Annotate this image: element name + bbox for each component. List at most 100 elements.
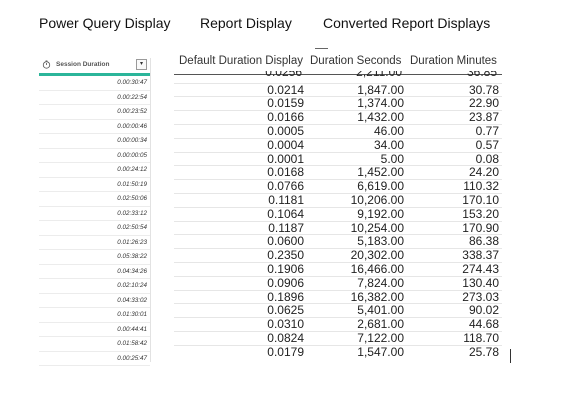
table-row: 0.00:00:05 — [39, 149, 150, 163]
cell-duration-minutes: 44.68 — [468, 317, 499, 332]
cell-duration-seconds: 10,254.00 — [350, 220, 404, 235]
cell-duration-seconds: 2,211.00 — [356, 71, 402, 79]
cell-default-duration: 0.0600 — [267, 234, 304, 249]
cell-duration-minutes: 273.03 — [462, 289, 499, 304]
row-divider — [174, 192, 502, 194]
row-divider — [174, 82, 502, 84]
table-row: 0.00:00:34 — [39, 134, 150, 149]
cell-duration-minutes: 30.78 — [468, 82, 499, 97]
table-row: 0.00:24:12 — [39, 163, 150, 178]
row-divider — [174, 248, 502, 250]
cell-default-duration: 0.0625 — [267, 303, 304, 318]
table-row: 0.02:10:24 — [39, 279, 150, 294]
cell-default-duration: 0.0256 — [265, 71, 302, 79]
heading-report: Report Display — [200, 15, 292, 31]
cell-default-duration: 0.0179 — [267, 344, 304, 359]
cell-default-duration: 0.0168 — [267, 165, 304, 180]
row-divider — [174, 275, 502, 277]
cell-duration-minutes: 23.87 — [468, 110, 499, 125]
row-divider — [174, 261, 502, 263]
row-divider — [174, 289, 502, 291]
cell-default-duration: 0.1181 — [268, 192, 304, 207]
row-divider — [174, 123, 502, 125]
cell-duration-seconds: 5,401.00 — [357, 303, 404, 318]
cell-duration-minutes: 0.77 — [475, 123, 499, 138]
cell-duration-minutes: 338.37 — [462, 248, 499, 263]
table-row: 0.02:50:06 — [39, 192, 150, 207]
report-table: Default Duration Display Duration Second… — [174, 48, 504, 368]
table-row: 0.02:50:54 — [39, 221, 150, 236]
table-row: 0.01:26:23 — [39, 236, 150, 250]
cell-duration-seconds: 2,681.00 — [357, 317, 404, 332]
cell-duration-seconds: 1,847.00 — [357, 82, 404, 97]
table-row: 0.01:30:01 — [39, 308, 150, 323]
row-divider — [174, 165, 502, 167]
table-row: 0.04:34:26 — [39, 265, 150, 279]
table-row: 0.00:23:52 — [39, 105, 150, 120]
cell-duration-seconds: 16,382.00 — [350, 289, 404, 304]
cell-duration-seconds: 1,374.00 — [357, 96, 404, 111]
row-divider — [174, 179, 502, 181]
heading-converted: Converted Report Displays — [323, 15, 491, 31]
cell-default-duration: 0.1896 — [267, 289, 304, 304]
cell-duration-seconds: 1,547.00 — [357, 344, 404, 359]
table-row: 0.00:00:46 — [39, 120, 150, 134]
cell-duration-seconds: 5.00 — [380, 151, 404, 166]
row-divider — [174, 303, 502, 305]
table-row: 0.04:33:02 — [39, 294, 150, 308]
cell-duration-minutes: 274.43 — [462, 261, 499, 276]
cell-duration-seconds: 10,206.00 — [350, 192, 404, 207]
cell-duration-minutes: 90.02 — [468, 303, 499, 318]
cell-duration-seconds: 46.00 — [373, 123, 404, 138]
row-divider — [174, 137, 502, 139]
row-divider — [174, 220, 502, 222]
cell-default-duration: 0.0310 — [267, 317, 304, 332]
column-header-default-duration[interactable]: Default Duration Display — [179, 55, 304, 67]
row-divider — [174, 110, 502, 112]
text-cursor — [510, 349, 511, 363]
cell-duration-minutes: 36.85 — [466, 71, 497, 79]
power-query-column: Session Duration ▾ 0.00:30:47 0.00:22:54 0… — [39, 58, 151, 366]
cell-duration-seconds: 1,432.00 — [357, 110, 404, 125]
row-divider — [174, 344, 502, 346]
cell-default-duration: 0.0159 — [267, 96, 304, 111]
cell-default-duration: 0.0001 — [267, 151, 304, 166]
table-row: 0.01:50:19 — [39, 178, 150, 192]
table-row: 0.00:30:47 — [39, 76, 150, 91]
cell-duration-minutes: 170.90 — [462, 220, 499, 235]
cell-default-duration: 0.1906 — [267, 261, 304, 276]
table-row: 0.00:44:41 — [39, 323, 150, 337]
cell-duration-minutes: 153.20 — [462, 206, 499, 221]
chevron-down-icon[interactable]: ▾ — [136, 59, 147, 70]
table-row: 0.01:58:42 — [39, 337, 150, 352]
cell-duration-seconds: 6,619.00 — [357, 179, 404, 194]
row-divider — [174, 151, 502, 153]
column-header-duration-minutes[interactable]: Duration Minutes — [410, 55, 497, 67]
row-divider — [174, 96, 502, 98]
cell-default-duration: 0.0906 — [267, 275, 304, 290]
header-divider — [174, 74, 502, 75]
sort-indicator — [315, 48, 328, 49]
cell-default-duration: 0.0214 — [267, 82, 304, 97]
row-divider — [174, 330, 502, 332]
row-divider — [174, 317, 502, 319]
table-row: 0.05:38:22 — [39, 250, 150, 265]
cell-duration-minutes: 86.38 — [468, 234, 499, 249]
cell-default-duration: 0.0166 — [267, 110, 304, 125]
cell-duration-minutes: 118.70 — [463, 330, 499, 345]
cell-duration-seconds: 16,466.00 — [350, 261, 404, 276]
cell-duration-minutes: 0.57 — [475, 137, 499, 152]
cell-duration-seconds: 7,824.00 — [357, 275, 404, 290]
cell-duration-minutes: 0.08 — [475, 151, 499, 166]
row-divider — [174, 234, 502, 236]
cell-duration-seconds: 20,302.00 — [350, 248, 404, 263]
cell-duration-minutes: 25.78 — [468, 344, 499, 359]
power-query-column-header[interactable]: Session Duration ▾ — [39, 58, 150, 76]
table-row: 0.02:33:12 — [39, 207, 150, 221]
heading-power-query: Power Query Display — [39, 15, 171, 31]
column-header-duration-seconds[interactable]: Duration Seconds — [310, 55, 402, 67]
row-divider — [174, 206, 502, 208]
table-row: 0.00:25:47 — [39, 352, 150, 366]
table-row-partial: 0.0256 2,211.00 36.85 — [174, 71, 502, 80]
stopwatch-icon — [42, 60, 51, 69]
